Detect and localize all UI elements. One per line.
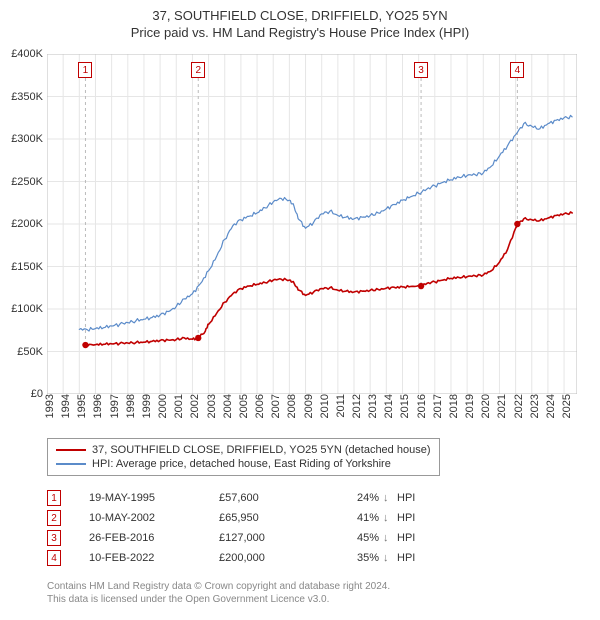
chart-title: 37, SOUTHFIELD CLOSE, DRIFFIELD, YO25 5Y…	[0, 0, 600, 23]
legend-label: 37, SOUTHFIELD CLOSE, DRIFFIELD, YO25 5Y…	[92, 443, 431, 457]
sale-hpi-suffix: HPI	[397, 512, 415, 524]
x-tick-label: 2021	[490, 394, 508, 418]
price-chart: 1234£0£50K£100K£150K£200K£250K£300K£350K…	[47, 54, 577, 394]
sale-point-4	[514, 221, 520, 227]
sale-index-box: 1	[47, 490, 61, 506]
down-arrow-icon: ↓	[383, 512, 397, 524]
sale-date: 26-FEB-2016	[89, 532, 219, 544]
sale-point-1	[82, 342, 88, 348]
sale-pct: 24%	[319, 492, 383, 504]
sale-marker-1: 1	[78, 62, 92, 78]
legend-swatch	[56, 463, 86, 465]
sale-date: 10-MAY-2002	[89, 512, 219, 524]
sale-marker-3: 3	[414, 62, 428, 78]
sale-marker-4: 4	[510, 62, 524, 78]
chart-subtitle: Price paid vs. HM Land Registry's House …	[0, 23, 600, 46]
x-tick-label: 2022	[507, 394, 525, 418]
sale-pct: 35%	[319, 552, 383, 564]
down-arrow-icon: ↓	[383, 552, 397, 564]
x-tick-label: 2008	[280, 394, 298, 418]
down-arrow-icon: ↓	[383, 492, 397, 504]
footer-line: This data is licensed under the Open Gov…	[47, 593, 390, 606]
sale-price: £127,000	[219, 532, 319, 544]
legend-row: 37, SOUTHFIELD CLOSE, DRIFFIELD, YO25 5Y…	[56, 443, 431, 457]
x-tick-label: 2009	[297, 394, 315, 418]
legend-swatch	[56, 449, 86, 451]
sale-row: 2 10-MAY-2002£65,95041%↓HPI	[47, 508, 415, 528]
sale-index-box: 4	[47, 550, 61, 566]
sale-row: 4 10-FEB-2022£200,00035%↓HPI	[47, 548, 415, 568]
chart-svg	[47, 54, 577, 394]
y-tick-label: £200K	[11, 218, 43, 230]
x-tick-label: 2010	[313, 394, 331, 418]
series-hpi	[79, 115, 572, 331]
x-tick-label: 2003	[200, 394, 218, 418]
sale-hpi-suffix: HPI	[397, 552, 415, 564]
sale-price: £57,600	[219, 492, 319, 504]
footer-attribution: Contains HM Land Registry data © Crown c…	[47, 580, 390, 606]
sale-date: 10-FEB-2022	[89, 552, 219, 564]
sale-price: £65,950	[219, 512, 319, 524]
x-tick-label: 2025	[555, 394, 573, 418]
y-tick-label: £100K	[11, 303, 43, 315]
down-arrow-icon: ↓	[383, 532, 397, 544]
x-tick-label: 1996	[86, 394, 104, 418]
sale-date: 19-MAY-1995	[89, 492, 219, 504]
sale-pct: 45%	[319, 532, 383, 544]
y-tick-label: £50K	[17, 346, 43, 358]
sale-hpi-suffix: HPI	[397, 532, 415, 544]
sales-table: 119-MAY-1995£57,60024%↓HPI210-MAY-2002£6…	[47, 488, 415, 568]
sale-index-box: 2	[47, 510, 61, 526]
sale-hpi-suffix: HPI	[397, 492, 415, 504]
y-tick-label: £400K	[11, 48, 43, 60]
sale-point-3	[418, 283, 424, 289]
sale-row: 3 26-FEB-2016£127,00045%↓HPI	[47, 528, 415, 548]
x-tick-label: 2002	[183, 394, 201, 418]
sale-point-2	[195, 335, 201, 341]
y-tick-label: £350K	[11, 91, 43, 103]
sale-price: £200,000	[219, 552, 319, 564]
y-tick-label: £300K	[11, 133, 43, 145]
sale-row: 1 19-MAY-1995£57,60024%↓HPI	[47, 488, 415, 508]
legend-row: HPI: Average price, detached house, East…	[56, 457, 431, 471]
x-tick-label: 2016	[410, 394, 428, 418]
sale-marker-2: 2	[191, 62, 205, 78]
legend: 37, SOUTHFIELD CLOSE, DRIFFIELD, YO25 5Y…	[47, 438, 440, 476]
legend-label: HPI: Average price, detached house, East…	[92, 457, 391, 471]
sale-pct: 41%	[319, 512, 383, 524]
y-tick-label: £150K	[11, 261, 43, 273]
x-tick-label: 2015	[393, 394, 411, 418]
x-tick-label: 1997	[103, 394, 121, 418]
sale-index-box: 3	[47, 530, 61, 546]
footer-line: Contains HM Land Registry data © Crown c…	[47, 580, 390, 593]
y-tick-label: £250K	[11, 176, 43, 188]
